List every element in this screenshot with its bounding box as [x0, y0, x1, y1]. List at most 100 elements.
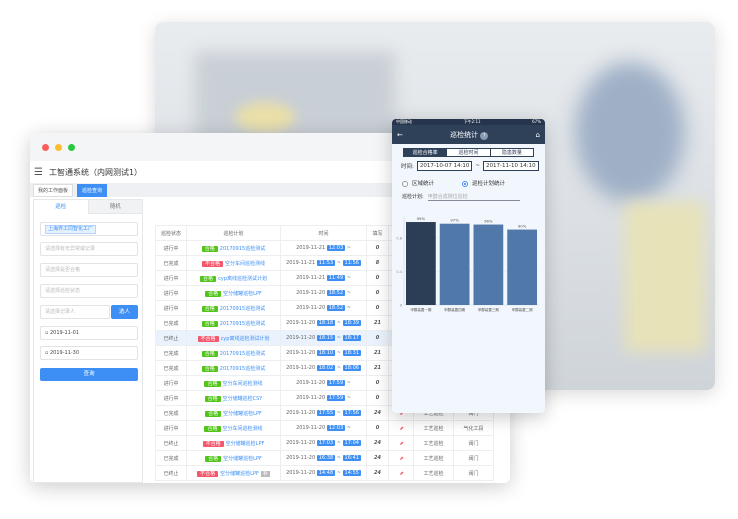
plan-link[interactable]: 空分车间巡检测线	[222, 380, 263, 387]
plan-cell: 合格 空分储罐巡检LPF	[186, 285, 281, 301]
close-dot[interactable]	[42, 143, 49, 151]
date: 2019-11-20	[296, 395, 326, 401]
time-cell: 2019-11-20 18:15 ~ 18:17	[280, 330, 367, 346]
plan-link[interactable]: 20170915巡检测试	[219, 320, 266, 327]
plan-input[interactable]: 甲醇合成岗位巡检	[427, 193, 520, 201]
result-badge: 不合格	[197, 335, 219, 342]
plan-link[interactable]: 空分储罐巡检LPF	[220, 470, 259, 477]
date-to-value: 2019-11-30	[49, 350, 80, 356]
status-cell: 已完成	[155, 255, 187, 271]
segment-pass-rate[interactable]: 巡检合格率	[404, 149, 447, 156]
start-time: 17:55	[316, 410, 336, 416]
recorder-input[interactable]: 请选择记录人	[40, 305, 110, 319]
area-cell: 气化工段	[453, 420, 494, 436]
plan-link[interactable]: cyp离线巡检测试计划	[220, 335, 270, 342]
plan-cell: 合格 20170915巡检测试	[186, 315, 281, 331]
col-status: 巡检状态	[155, 225, 187, 241]
plan-link[interactable]: 空分车间巡检测线	[225, 260, 266, 267]
type-cell: 工艺巡检	[413, 465, 454, 481]
data-label: 99%	[417, 216, 426, 221]
fill-cell: 8	[366, 255, 389, 271]
minimize-dot[interactable]	[55, 143, 62, 151]
plan-cell: 合格 20170915巡检测试	[186, 345, 281, 361]
data-label: 96%	[484, 219, 493, 224]
filter-panel: 巡检 随机 上海界工同智化工厂 请选择有无异常或记录 请选择是否合格 请选择巡检…	[33, 199, 143, 483]
segment-hazards[interactable]: 隐患数量	[489, 149, 533, 156]
tab-inspection-query[interactable]: 巡检查询	[77, 183, 108, 197]
tab-patrol[interactable]: 巡检	[34, 200, 88, 214]
plan-link[interactable]: 空分储罐巡检CSY	[222, 395, 263, 402]
data-label: 97%	[450, 218, 459, 223]
status-select[interactable]: 请选择巡检状态	[40, 284, 138, 298]
plan-link[interactable]: 20170915巡检测试	[219, 350, 266, 357]
date-to-input[interactable]: ▫ 2019-11-30	[40, 346, 138, 360]
radio-area-stats[interactable]: 区域统计	[402, 179, 434, 187]
fill-cell: 24	[366, 405, 389, 421]
status-cell: 进行中	[155, 375, 187, 391]
abnormal-select[interactable]: 请选择有无异常或记录	[40, 242, 138, 256]
plan-link[interactable]: 空分车间巡检测线	[222, 425, 263, 432]
segment-time[interactable]: 巡检时间	[446, 149, 490, 156]
plan-link[interactable]: 20170915巡检测试	[219, 305, 266, 312]
plan-link[interactable]: 空分储罐巡检LPF	[223, 410, 262, 417]
edit-icon[interactable]	[388, 435, 414, 451]
plan-link[interactable]: 20170915巡检测试	[219, 365, 266, 372]
fill-cell: 0	[366, 390, 389, 406]
tab-workbench[interactable]: 我的工作面板	[33, 183, 74, 197]
y-tick-label: 0	[400, 304, 402, 308]
time-cell: 2019-11-20 12:03 ~	[280, 420, 367, 436]
select-person-button[interactable]: 选人	[111, 305, 138, 319]
hamburger-icon[interactable]: ☰	[34, 166, 43, 178]
time-cell: 2019-11-20 18:18 ~ 18:39	[280, 315, 367, 331]
factory-select[interactable]: 上海界工同智化工厂	[40, 222, 138, 236]
clock: 下午2:11	[463, 119, 481, 124]
home-icon[interactable]: ⌂	[535, 130, 540, 139]
status-cell: 已完成	[155, 405, 187, 421]
date: 2019-11-20	[286, 410, 316, 416]
carrier: 中国移动	[396, 119, 412, 124]
plan-cell: 合格 20170915巡检测试	[186, 300, 281, 316]
plan-link[interactable]: 空分储罐巡检LPF	[223, 290, 262, 297]
data-label: 90%	[518, 224, 527, 229]
back-arrow-icon[interactable]: ←	[397, 130, 403, 139]
table-row[interactable]: 已终止 不合格 空分储罐巡检LPF 2019-11-20 17:03 ~ 17:04 2…	[155, 435, 494, 451]
query-button[interactable]: 查询	[40, 368, 138, 381]
plan-link[interactable]: cyp离线巡检测试计划	[218, 275, 267, 282]
x-tick-label: 甲醇装置二期	[512, 307, 533, 312]
table-row[interactable]: 已终止 不合格 空分储罐巡检LPF 补 2019-11-20 14:48 ~ 14:55…	[155, 465, 494, 481]
status-cell: 进行中	[155, 420, 187, 436]
start-time: 17:59	[326, 380, 346, 386]
time-cell: 2019-11-20 18:52 ~	[280, 285, 367, 301]
plan-cell: 合格 空分储罐巡检LPF	[186, 405, 281, 421]
maximize-dot[interactable]	[68, 143, 75, 151]
date: 2019-11-20	[296, 380, 326, 386]
date-from-input[interactable]: ▫ 2019-11-01	[40, 326, 138, 340]
time-from-input[interactable]: 2017-10-07 14:10	[416, 161, 473, 171]
tab-random[interactable]: 随机	[87, 200, 142, 214]
status-cell: 进行中	[155, 285, 187, 301]
start-time: 12:03	[326, 425, 346, 431]
qualified-select[interactable]: 请选择是否合格	[40, 263, 138, 277]
plan-cell: 不合格 空分储罐巡检LPF 补	[186, 465, 281, 481]
fill-cell: 0	[366, 420, 389, 436]
result-badge: 合格	[201, 320, 218, 327]
status-cell: 已完成	[155, 345, 187, 361]
time-to-input[interactable]: 2017-11-10 14:10	[483, 161, 539, 171]
radio-plan-stats[interactable]: 巡检计划统计	[462, 179, 505, 187]
result-badge: 合格	[204, 380, 221, 387]
status-cell: 已完成	[155, 360, 187, 376]
plan-link[interactable]: 20170915巡检测试	[219, 245, 266, 252]
result-badge: 合格	[201, 365, 218, 372]
help-icon[interactable]: ?	[480, 131, 489, 140]
edit-icon[interactable]	[388, 420, 414, 436]
time-cell: 2019-11-20 17:59 ~	[280, 375, 367, 391]
table-row[interactable]: 已完成 合格 空分储罐巡检LPF 2019-11-20 16:38 ~ 16:41 24…	[155, 450, 494, 466]
time-cell: 2019-11-20 17:03 ~ 17:04	[280, 435, 367, 451]
edit-icon[interactable]	[388, 450, 414, 466]
col-fill: 填写	[366, 225, 389, 241]
plan-link[interactable]: 空分储罐巡检LPF	[225, 440, 265, 447]
type-cell: 工艺巡检	[413, 420, 454, 436]
plan-link[interactable]: 空分储罐巡检LPF	[223, 455, 262, 462]
table-row[interactable]: 进行中 合格 空分车间巡检测线 2019-11-20 12:03 ~ 0 工艺巡检 气化工…	[155, 420, 494, 436]
edit-icon[interactable]	[388, 465, 414, 481]
